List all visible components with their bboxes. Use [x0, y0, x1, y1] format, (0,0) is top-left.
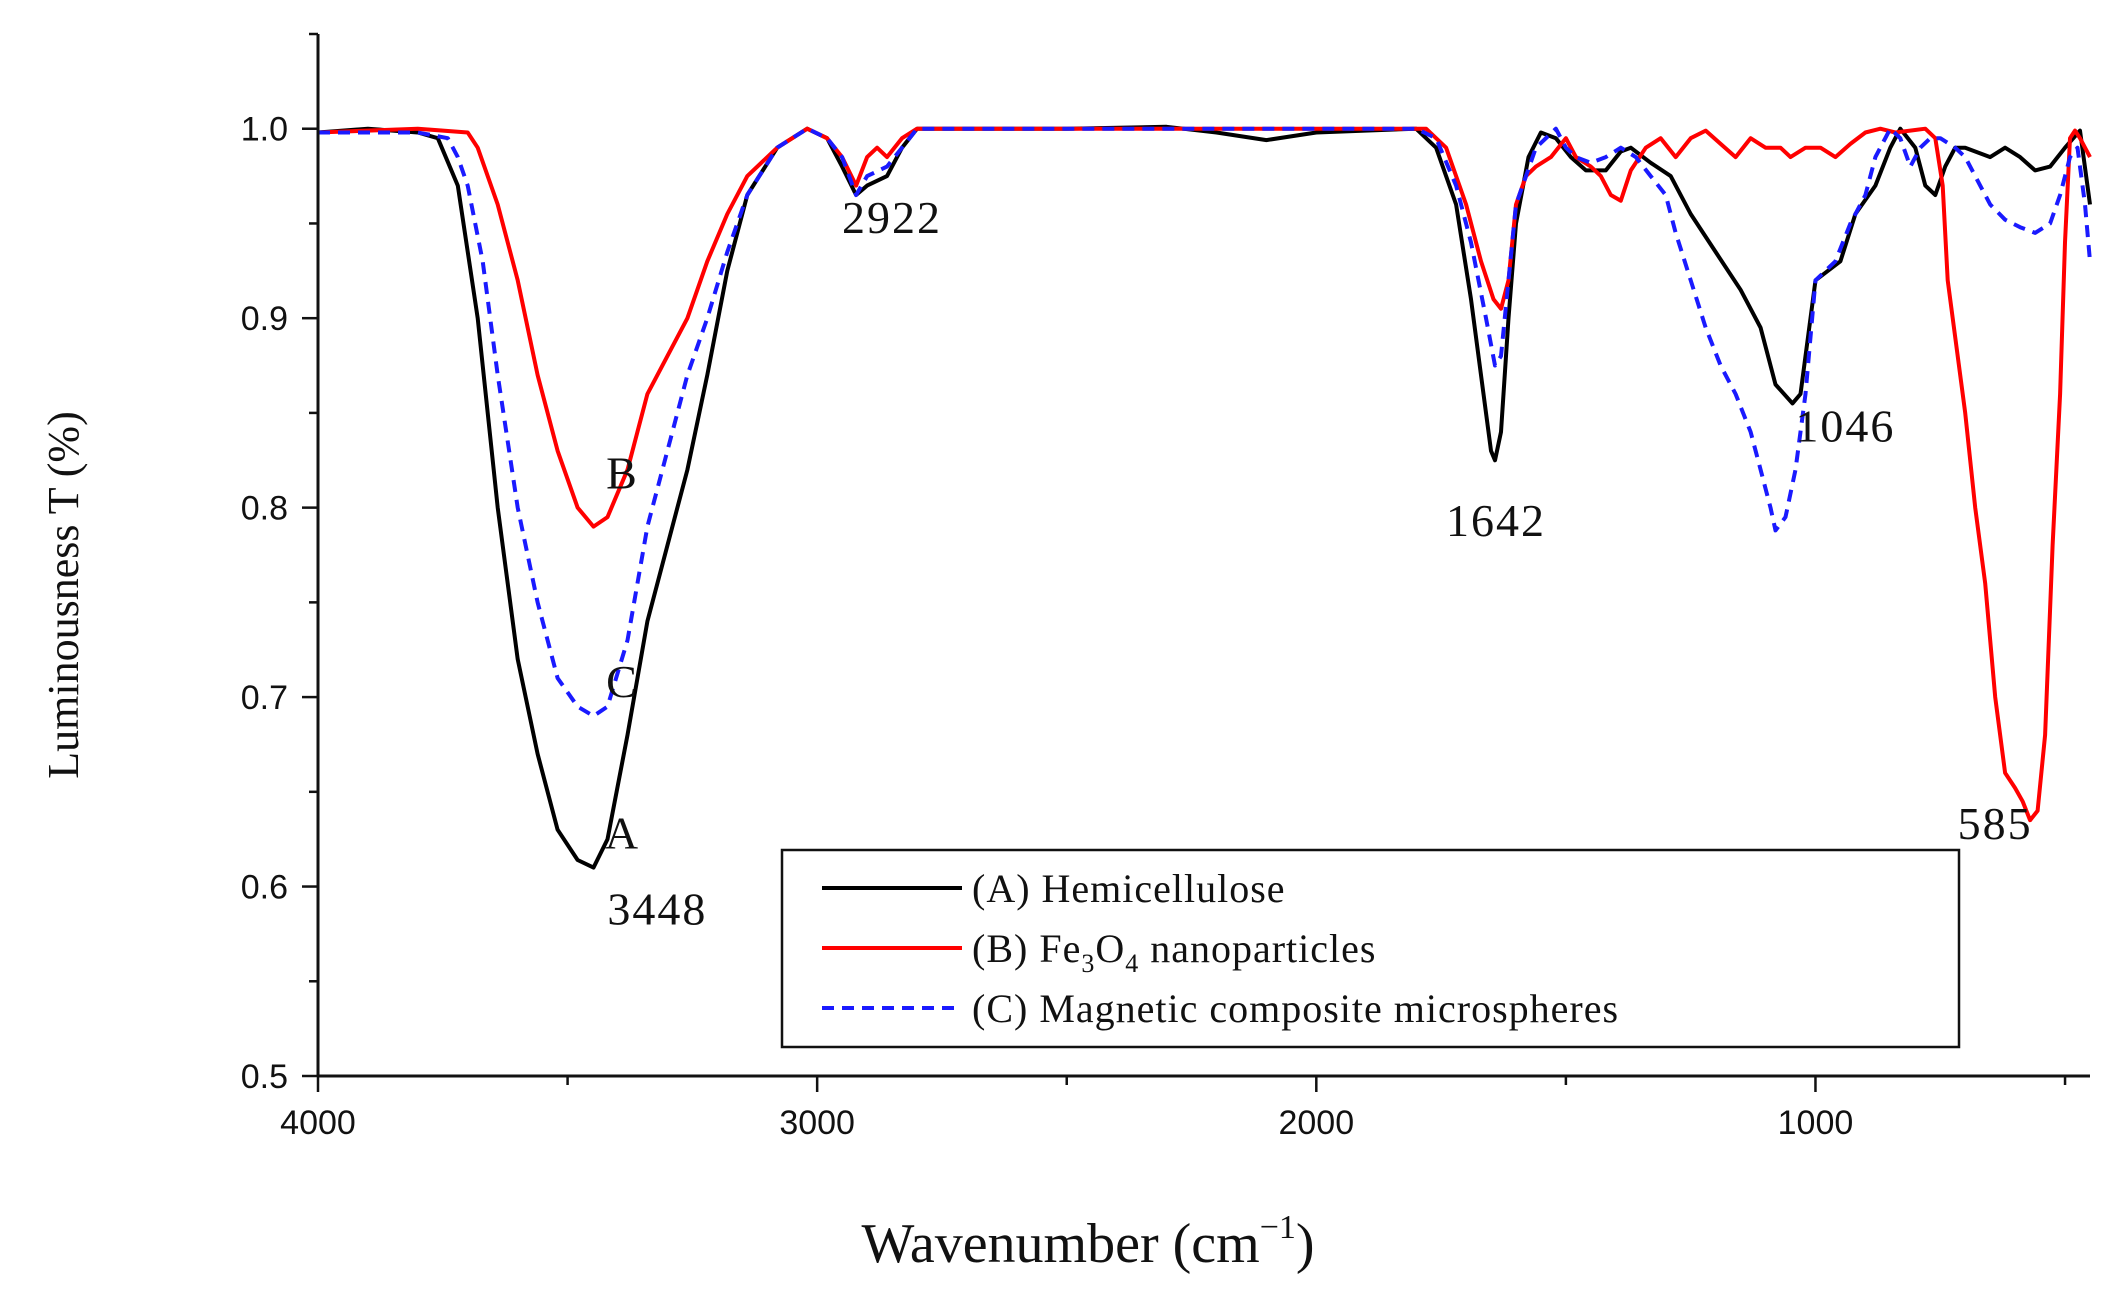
y-axis-title: Luminousness T (%) [39, 411, 88, 778]
legend-label-b-sub2: 4 [1125, 949, 1139, 978]
series-line-b [317, 126, 2092, 823]
y-tick-label: 0.9 [241, 300, 288, 338]
x-tick-label: 3000 [779, 1104, 855, 1142]
legend-label-b: (B) Fe3O4 nanoparticles [972, 926, 1376, 978]
x-axis-title: Wavenumber (cm−1) [861, 1209, 1314, 1275]
y-tick-label: 0.7 [241, 679, 288, 717]
x-axis-title-close: ) [1296, 1213, 1315, 1275]
y-tick-label: 1.0 [241, 111, 288, 149]
annotation-label: C [606, 656, 639, 707]
annotation-label: 1046 [1795, 400, 1895, 451]
annotation-label: 3448 [607, 883, 707, 934]
series-layer [317, 124, 2092, 870]
axes-layer: 0.5 0.6 0.7 0.8 0.9 1.0 4000 3000 2000 1000 [241, 32, 2090, 1142]
annotation-label: 2922 [842, 192, 942, 243]
x-tick-label: 4000 [280, 1104, 356, 1142]
annotation-label: A [605, 808, 640, 859]
x-tick-label: 2000 [1278, 1104, 1354, 1142]
legend-label-b-mid: O [1095, 926, 1125, 971]
y-tick-label: 0.5 [241, 1058, 288, 1096]
legend-box [780, 848, 1961, 1049]
series-line-a [317, 124, 2092, 870]
annotation-layer: B C A 3448 2922 1642 1046 585 [605, 192, 2033, 935]
legend-label-b-sub1: 3 [1081, 949, 1095, 978]
x-axis-title-main: Wavenumber (cm [861, 1213, 1259, 1275]
y-tick-label: 0.8 [241, 490, 288, 528]
legend-label-a: (A) Hemicellulose [972, 866, 1286, 911]
series-line-c [318, 126, 2092, 718]
annotation-label: 1642 [1446, 495, 1546, 546]
legend-label-c: (C) Magnetic composite microspheres [972, 986, 1619, 1031]
legend-label-b-pre: (B) Fe [972, 926, 1081, 971]
x-tick-label: 1000 [1778, 1104, 1854, 1142]
legend: (A) Hemicellulose (B) Fe3O4 nanoparticle… [780, 848, 1961, 1049]
annotation-label: 585 [1958, 798, 2033, 849]
legend-label-b-post: nanoparticles [1139, 926, 1376, 971]
x-axis-title-sup: −1 [1260, 1209, 1296, 1246]
y-tick-label: 0.6 [241, 869, 288, 907]
annotation-label: B [606, 448, 639, 499]
